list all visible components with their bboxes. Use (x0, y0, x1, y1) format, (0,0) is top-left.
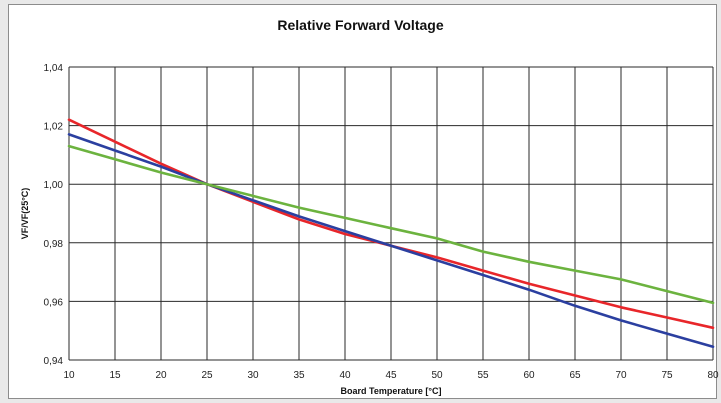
x-tick-label: 65 (569, 370, 581, 381)
series-lines (67, 118, 715, 349)
chart-frame (8, 4, 717, 399)
y-axis-label: VF/VF(25°C) (20, 188, 30, 240)
y-tick-label: 0,98 (44, 239, 64, 250)
x-tick-label: 40 (339, 370, 351, 381)
y-tick-labels: 0,94 0,96 0,98 1,00 1,02 1,04 (44, 63, 64, 367)
x-tick-labels: 10 15 20 25 30 35 40 45 50 55 60 65 70 75 80 (63, 370, 719, 381)
grid-lines (68, 66, 714, 361)
x-axis-label: Board Temperature [°C] (341, 386, 442, 396)
y-tick-label: 1,02 (44, 122, 64, 133)
x-tick-label: 45 (385, 370, 397, 381)
x-tick-label: 80 (707, 370, 719, 381)
series-line-3 (67, 144, 715, 305)
x-tick-label: 20 (155, 370, 167, 381)
x-tick-label: 30 (247, 370, 259, 381)
x-tick-label: 15 (109, 370, 121, 381)
x-tick-label: 50 (431, 370, 443, 381)
y-tick-label: 1,04 (44, 63, 64, 74)
y-tick-label: 0,94 (44, 356, 64, 367)
x-tick-label: 35 (293, 370, 305, 381)
chart-title: Relative Forward Voltage (277, 17, 444, 33)
x-tick-label: 10 (63, 370, 75, 381)
y-tick-label: 0,96 (44, 297, 64, 308)
x-tick-label: 70 (615, 370, 627, 381)
y-tick-label: 1,00 (44, 180, 64, 191)
series-line-2 (67, 133, 715, 349)
x-tick-label: 75 (661, 370, 673, 381)
x-tick-label: 60 (523, 370, 535, 381)
x-tick-label: 55 (477, 370, 489, 381)
x-tick-label: 25 (201, 370, 213, 381)
